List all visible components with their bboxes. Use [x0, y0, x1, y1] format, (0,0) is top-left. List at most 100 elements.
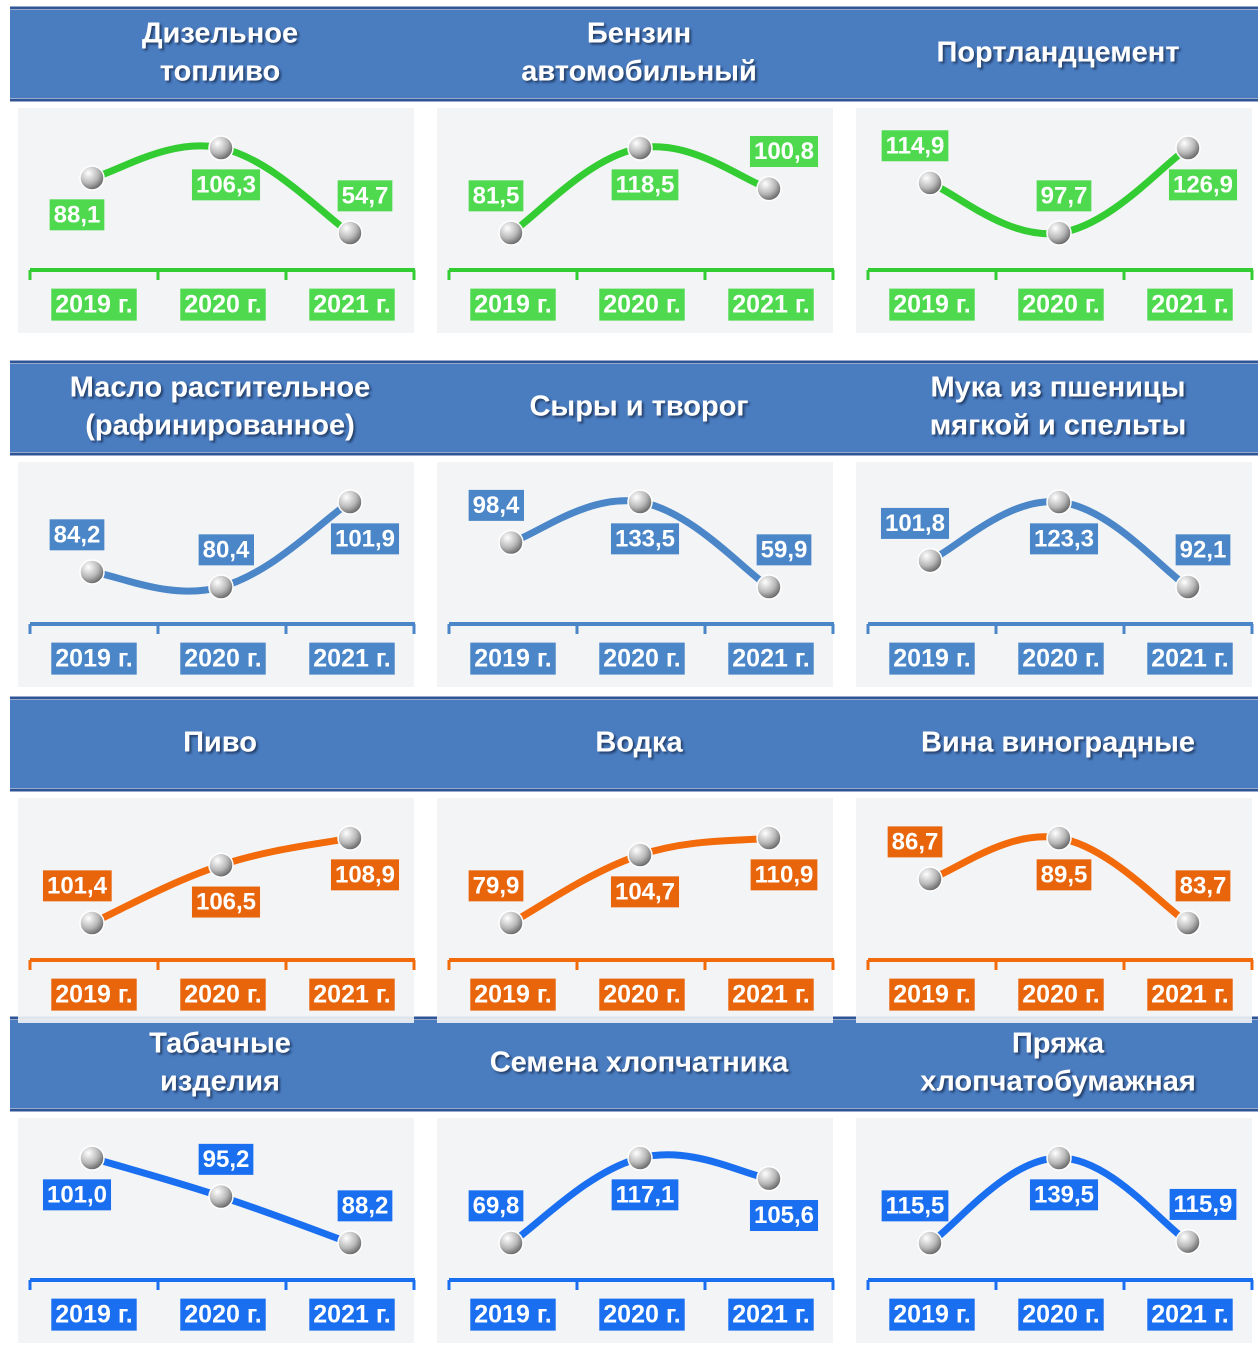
data-point [79, 165, 105, 191]
x-tick-label: 2019 г. [55, 1301, 132, 1329]
panel: Табачные изделия 101,0 2019 г. 95,2 2020 г. 88… [18, 1028, 416, 1343]
x-tick-label: 2021 г. [732, 291, 809, 319]
x-tick-label: 2019 г. [55, 645, 132, 673]
value-label: 86,7 [892, 828, 939, 855]
data-point [337, 825, 363, 851]
label-bg [611, 1179, 679, 1211]
label-bg [1036, 180, 1092, 212]
panel-title: (рафинированное) [85, 410, 355, 442]
x-tick-label: 2020 г. [184, 981, 261, 1009]
value-label: 80,4 [203, 536, 250, 563]
label-bg [468, 870, 524, 902]
label-bg [51, 978, 137, 1011]
data-point [337, 220, 363, 246]
x-tick-label: 2021 г. [1151, 291, 1228, 319]
label-bg [42, 870, 112, 902]
title-bar [10, 700, 1258, 788]
value-label: 101,0 [47, 1181, 107, 1208]
value-label: 139,5 [1034, 1181, 1094, 1208]
label-bg [1029, 523, 1099, 555]
label-bg [1169, 1188, 1237, 1220]
label-bg [198, 534, 255, 566]
label-bg [468, 1190, 524, 1222]
data-point [627, 842, 653, 868]
x-tick-label: 2021 г. [732, 645, 809, 673]
value-label: 114,9 [886, 132, 945, 159]
data-point [498, 529, 524, 556]
data-point [208, 852, 234, 878]
label-bg [470, 978, 556, 1011]
data-point [498, 220, 524, 246]
data-point [1046, 220, 1072, 246]
data-point [1046, 489, 1072, 515]
x-tick-label: 2021 г. [1151, 981, 1228, 1009]
data-point [79, 559, 105, 585]
label-bg [180, 978, 266, 1011]
x-tick-label: 2019 г. [893, 1301, 970, 1329]
label-bg [728, 642, 814, 675]
value-label: 115,9 [1174, 1191, 1233, 1218]
label-bg [1175, 534, 1231, 566]
value-label: 118,5 [616, 171, 675, 198]
data-point [1175, 574, 1201, 600]
panel-title: Водка [595, 727, 683, 759]
label-bg [1168, 169, 1238, 201]
value-label: 105,6 [754, 1202, 814, 1229]
x-tick-label: 2019 г. [474, 1301, 551, 1329]
value-label: 88,2 [342, 1192, 389, 1219]
x-tick-label: 2021 г. [732, 981, 809, 1009]
value-label: 88,1 [54, 201, 101, 228]
value-label: 101,9 [335, 525, 395, 552]
label-bg [309, 642, 395, 675]
label-bg [889, 288, 975, 321]
value-label: 110,9 [755, 861, 814, 888]
x-tick-label: 2019 г. [474, 291, 551, 319]
label-bg [756, 534, 812, 566]
label-bg [728, 288, 814, 321]
label-bg [599, 1298, 685, 1331]
value-label: 54,7 [342, 182, 389, 209]
title-bar [10, 364, 1258, 452]
value-label: 133,5 [615, 525, 675, 552]
value-label: 95,2 [203, 1146, 250, 1173]
value-label: 59,9 [761, 536, 808, 563]
x-tick-label: 2019 г. [893, 291, 970, 319]
label-bg [180, 642, 266, 675]
label-bg [330, 859, 400, 891]
label-bg [889, 1298, 975, 1331]
label-bg [889, 642, 975, 675]
x-tick-label: 2020 г. [1022, 645, 1099, 673]
panel: Портландцемент 114,9 2019 г. 97,7 2020 г. 126… [856, 37, 1254, 333]
value-label: 117,1 [616, 1181, 675, 1208]
x-tick-label: 2021 г. [313, 1301, 390, 1329]
label-bg [309, 288, 395, 321]
value-label: 79,9 [473, 872, 520, 899]
label-bg [198, 1143, 254, 1175]
label-bg [49, 199, 105, 231]
label-bg [1029, 1179, 1099, 1211]
value-label: 89,5 [1041, 861, 1088, 888]
x-tick-label: 2020 г. [603, 1301, 680, 1329]
data-point [756, 825, 782, 851]
panel: Масло растительное (рафинированное) 84,2 20… [18, 372, 416, 687]
title-bar [10, 1020, 1258, 1108]
data-point [1175, 910, 1201, 936]
x-tick-label: 2021 г. [1151, 1301, 1228, 1329]
label-bg [880, 507, 950, 539]
data-point [208, 574, 234, 600]
x-tick-label: 2020 г. [603, 645, 680, 673]
data-point [627, 1145, 653, 1171]
data-point [917, 547, 943, 574]
label-bg [881, 1190, 949, 1222]
panel-title: топливо [160, 56, 280, 88]
x-tick-label: 2021 г. [313, 645, 390, 673]
label-bg [470, 1298, 556, 1331]
label-bg [180, 1298, 266, 1331]
value-label: 115,5 [886, 1192, 945, 1219]
value-label: 98,4 [473, 492, 520, 519]
value-label: 126,9 [1173, 171, 1233, 198]
data-point [917, 1230, 943, 1256]
x-tick-label: 2020 г. [603, 981, 680, 1009]
panel-title: изделия [160, 1066, 280, 1098]
data-point [917, 866, 943, 892]
